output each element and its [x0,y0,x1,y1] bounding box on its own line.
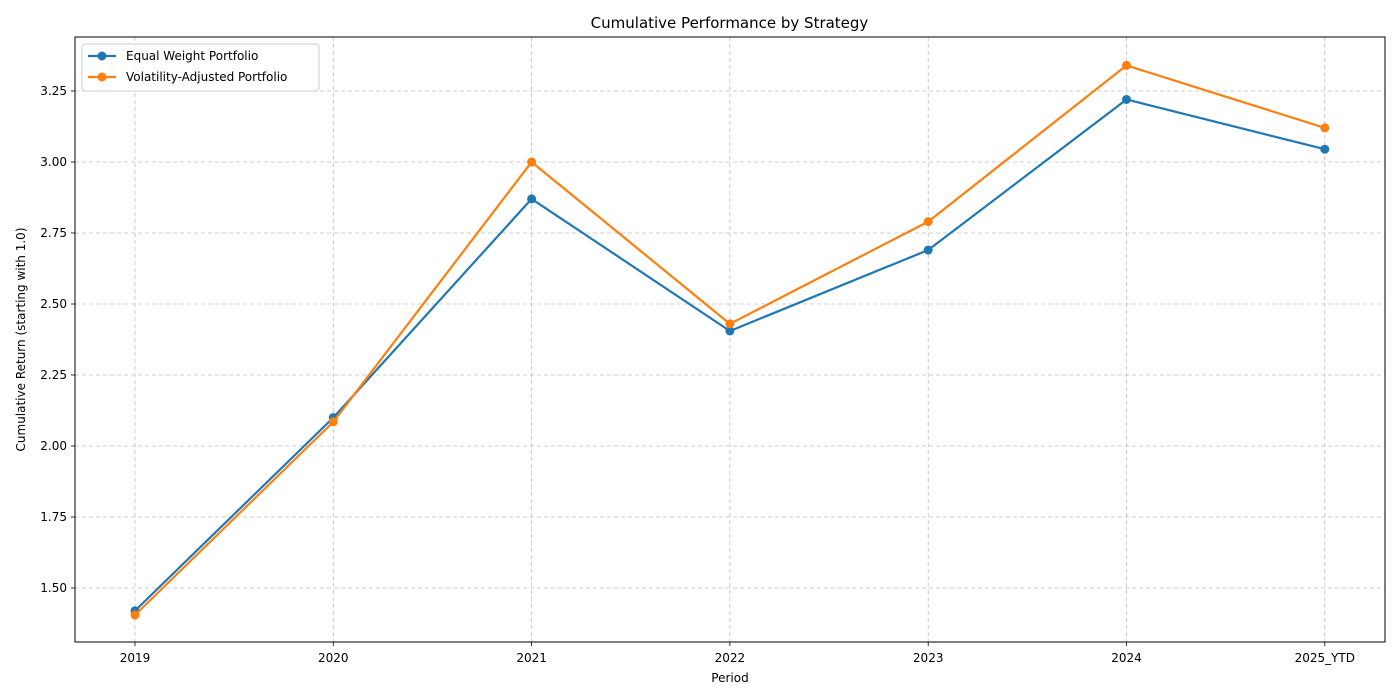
data-point [923,245,933,255]
data-point [1320,144,1330,154]
legend-entry: Volatility-Adjusted Portfolio [88,70,287,84]
x-tick-label: 2023 [913,651,944,665]
x-tick-label: 2020 [318,651,349,665]
legend: Equal Weight Portfolio Volatility-Adjuste… [81,43,320,92]
legend-box [81,43,320,92]
x-tick-label: 2019 [120,651,151,665]
chart-title: Cumulative Performance by Strategy [591,14,869,32]
data-point [527,194,537,204]
x-tick-label: 2024 [1111,651,1142,665]
y-axis: 1.50 1.75 2.00 2.25 2.50 2.75 3.00 3.25 [40,84,75,595]
data-point [1122,94,1131,104]
legend-label: Equal Weight Portfolio [126,49,258,63]
x-axis: 2019 2020 2021 2022 2023 2024 2025_YTD [120,642,1355,665]
y-tick-label: 2.25 [40,368,67,382]
data-point [1122,60,1131,70]
legend-marker [97,72,107,82]
y-tick-label: 1.50 [40,581,67,595]
legend-marker [97,51,107,61]
series-2 [130,60,1330,620]
y-tick-label: 2.50 [40,297,67,311]
data-point [527,157,537,167]
data-point [725,319,735,329]
x-tick-label: 2022 [715,651,746,665]
legend-entry: Equal Weight Portfolio [88,49,258,63]
y-tick-label: 1.75 [40,510,67,524]
legend-label: Volatility-Adjusted Portfolio [126,70,287,84]
x-tick-label: 2025_YTD [1295,651,1355,665]
x-axis-label: Period [711,671,748,685]
data-point [130,610,140,620]
y-tick-label: 3.00 [40,155,67,169]
data-point [328,417,338,427]
y-tick-label: 3.25 [40,84,67,98]
y-tick-label: 2.75 [40,226,67,240]
data-point [725,326,735,336]
data-point [923,217,933,227]
y-axis-label: Cumulative Return (starting with 1.0) [14,228,28,452]
x-tick-label: 2021 [516,651,547,665]
grid [75,37,1385,642]
data-point [1320,123,1330,133]
y-tick-label: 2.00 [40,439,67,453]
series-group [130,60,1330,620]
